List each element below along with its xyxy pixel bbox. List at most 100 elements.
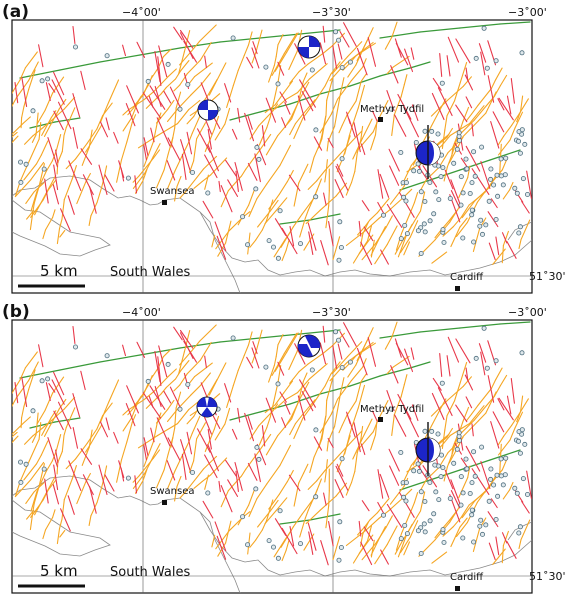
- earthquake-circle-icon: [240, 214, 246, 220]
- fault-line: [487, 75, 495, 103]
- fault-line: [459, 517, 468, 528]
- fault-line: [285, 392, 299, 400]
- fault-line: [506, 241, 517, 259]
- fault-line: [303, 463, 309, 474]
- fault-line: [446, 55, 451, 77]
- fault-line: [42, 529, 47, 540]
- fault-line: [286, 116, 292, 126]
- earthquake-circle-icon: [263, 64, 269, 70]
- earthquake-circle-icon: [438, 452, 444, 458]
- fault-line: [174, 185, 178, 202]
- earthquake-circle-icon: [256, 156, 262, 162]
- fault-line: [96, 187, 103, 203]
- fault-line: [53, 464, 59, 491]
- fault-line: [26, 209, 35, 220]
- fault-line: [356, 47, 368, 76]
- earthquake-circle-icon: [464, 166, 470, 172]
- fault-line: [167, 437, 181, 461]
- fault-line: [55, 449, 59, 464]
- fault-line: [339, 377, 345, 395]
- fault-line: [322, 45, 333, 55]
- earthquake-circle-icon: [522, 441, 528, 447]
- fault-line: [19, 369, 61, 379]
- fault-line: [361, 418, 373, 439]
- earthquake-circle-icon: [478, 517, 484, 523]
- earthquake-circle-icon: [458, 474, 464, 480]
- fault-line: [104, 474, 115, 492]
- fault-line: [478, 43, 487, 63]
- fault-line: [357, 84, 366, 109]
- fault-line: [326, 77, 334, 101]
- fault-line: [273, 239, 286, 258]
- earthquake-circle-icon: [439, 380, 445, 386]
- fault-line: [441, 398, 447, 407]
- fault-line: [12, 92, 13, 94]
- fault-line: [204, 154, 218, 179]
- city-marker-icon: [378, 417, 383, 422]
- map-panel-b: (b) −4˚00' −3˚30' −3˚00' 51˚30' 5 km Sou…: [0, 300, 575, 600]
- fault-line: [211, 534, 216, 548]
- fault-line: [126, 421, 133, 443]
- fault-line: [518, 239, 522, 250]
- map-canvas-b: [11, 319, 533, 594]
- fault-line: [40, 140, 49, 156]
- fault-line: [319, 495, 337, 511]
- fault-line: [90, 124, 103, 145]
- fault-line: [293, 117, 304, 140]
- earthquake-circle-icon: [479, 531, 485, 537]
- fault-line: [214, 221, 227, 252]
- fault-line: [30, 191, 38, 212]
- fault-line: [183, 329, 191, 353]
- earthquake-circle-icon: [41, 166, 47, 172]
- fault-line: [48, 83, 56, 93]
- fault-line: [308, 231, 314, 255]
- fault-line: [470, 105, 479, 115]
- fault-line: [459, 217, 468, 228]
- fault-line: [452, 217, 462, 228]
- earthquake-circle-icon: [463, 456, 469, 462]
- fault-line: [21, 406, 25, 419]
- fault-line: [158, 45, 168, 78]
- fault-line: [56, 528, 61, 545]
- earthquake-circle-icon: [422, 428, 428, 434]
- fault-line: [309, 456, 315, 474]
- fault-line: [225, 220, 232, 244]
- fault-line: [307, 353, 324, 365]
- earthquake-circle-icon: [411, 168, 417, 174]
- fault-line: [326, 140, 329, 152]
- fault-line: [245, 451, 259, 470]
- fault-line: [397, 234, 407, 258]
- fault-line: [388, 448, 400, 472]
- fault-line: [30, 491, 38, 512]
- earthquake-circle-icon: [347, 359, 353, 365]
- earthquake-circle-icon: [277, 208, 283, 214]
- fault-line: [179, 373, 188, 386]
- fault-line: [319, 42, 327, 65]
- fault-line: [240, 468, 247, 477]
- fault-line: [304, 209, 309, 219]
- fault-line: [186, 115, 195, 125]
- fault-line: [138, 157, 154, 177]
- earthquake-events: [17, 325, 531, 563]
- fault-line: [231, 128, 238, 140]
- fault-line: [196, 122, 207, 140]
- fault-line: [104, 400, 110, 412]
- fault-line: [126, 385, 139, 414]
- fault-line: [31, 434, 37, 443]
- fault-line: [201, 474, 212, 482]
- fault-line: [215, 530, 230, 550]
- fault-line: [45, 382, 51, 402]
- fault-line: [154, 385, 162, 408]
- fault-line: [292, 213, 303, 228]
- fault-line: [349, 375, 381, 387]
- earthquake-circle-icon: [516, 138, 522, 144]
- fault-line: [298, 472, 305, 484]
- fault-line: [497, 398, 505, 411]
- fault-line: [474, 487, 490, 502]
- earthquake-circle-icon: [275, 555, 281, 561]
- earthquake-circle-icon: [519, 427, 525, 433]
- fault-line: [347, 341, 363, 358]
- fault-line: [386, 203, 403, 228]
- fault-line: [61, 434, 65, 453]
- fault-line: [47, 180, 57, 191]
